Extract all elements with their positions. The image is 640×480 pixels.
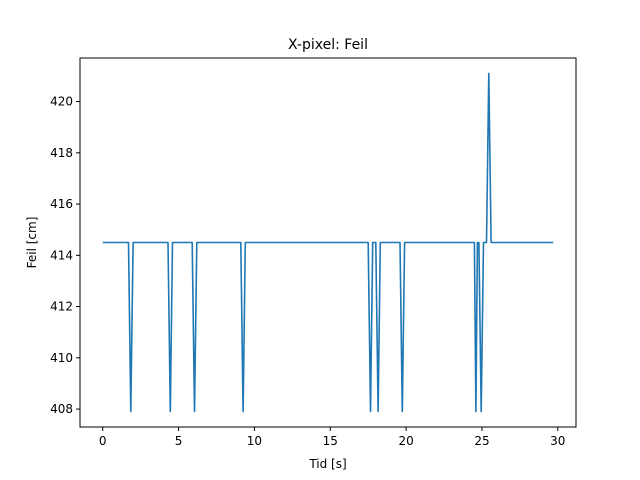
x-tick-label: 15: [323, 434, 338, 448]
y-tick-label: 414: [50, 248, 73, 262]
y-tick-label: 416: [50, 197, 73, 211]
x-tick-label: 30: [550, 434, 565, 448]
x-tick-label: 25: [474, 434, 489, 448]
y-axis-label: Feil [cm]: [25, 217, 39, 269]
y-tick-label: 418: [50, 146, 73, 160]
y-tick-label: 408: [50, 402, 73, 416]
x-tick-label: 5: [175, 434, 183, 448]
chart-title: X-pixel: Feil: [288, 37, 368, 53]
ticks-layer: 0 5 10 15 20 25 30 408 410 412 414 416 418 420: [50, 95, 565, 448]
plot-frame: [79, 57, 577, 428]
x-tick-label: 0: [99, 434, 107, 448]
y-tick-label: 420: [50, 95, 73, 109]
series-layer: [102, 72, 554, 413]
x-tick-label: 20: [398, 434, 413, 448]
x-tick-label: 10: [247, 434, 262, 448]
y-tick-label: 412: [50, 300, 73, 314]
series-line: [102, 72, 554, 413]
x-axis-label: Tid [s]: [308, 457, 346, 471]
y-tick-label: 410: [50, 351, 73, 365]
